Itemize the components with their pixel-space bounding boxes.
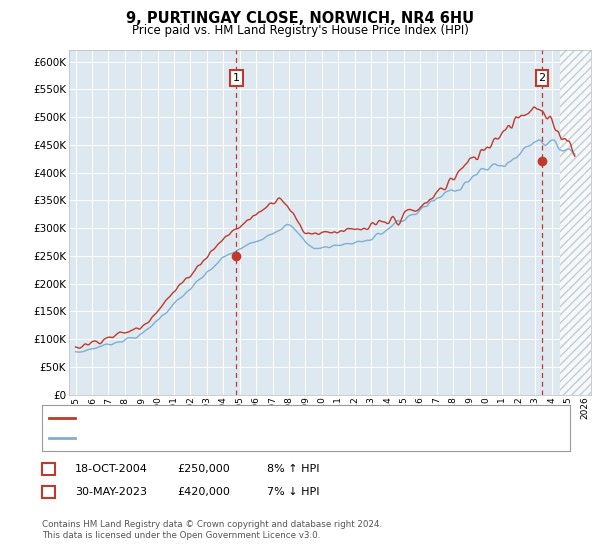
Text: 8% ↑ HPI: 8% ↑ HPI xyxy=(267,464,320,474)
Text: This data is licensed under the Open Government Licence v3.0.: This data is licensed under the Open Gov… xyxy=(42,531,320,540)
Text: HPI: Average price, detached house, Norwich: HPI: Average price, detached house, Norw… xyxy=(87,433,322,443)
Text: Contains HM Land Registry data © Crown copyright and database right 2024.: Contains HM Land Registry data © Crown c… xyxy=(42,520,382,529)
Text: 1: 1 xyxy=(233,73,240,83)
Text: 30-MAY-2023: 30-MAY-2023 xyxy=(75,487,147,497)
Text: 1: 1 xyxy=(45,464,52,474)
Text: £250,000: £250,000 xyxy=(177,464,230,474)
Bar xyxy=(560,50,591,395)
Text: 2: 2 xyxy=(45,487,52,497)
Text: 2: 2 xyxy=(538,73,545,83)
Text: Price paid vs. HM Land Registry's House Price Index (HPI): Price paid vs. HM Land Registry's House … xyxy=(131,24,469,36)
Text: 7% ↓ HPI: 7% ↓ HPI xyxy=(267,487,320,497)
Text: 18-OCT-2004: 18-OCT-2004 xyxy=(75,464,148,474)
Text: 9, PURTINGAY CLOSE, NORWICH, NR4 6HU: 9, PURTINGAY CLOSE, NORWICH, NR4 6HU xyxy=(126,11,474,26)
Text: £420,000: £420,000 xyxy=(177,487,230,497)
Text: 9, PURTINGAY CLOSE, NORWICH, NR4 6HU (detached house): 9, PURTINGAY CLOSE, NORWICH, NR4 6HU (de… xyxy=(87,413,401,423)
